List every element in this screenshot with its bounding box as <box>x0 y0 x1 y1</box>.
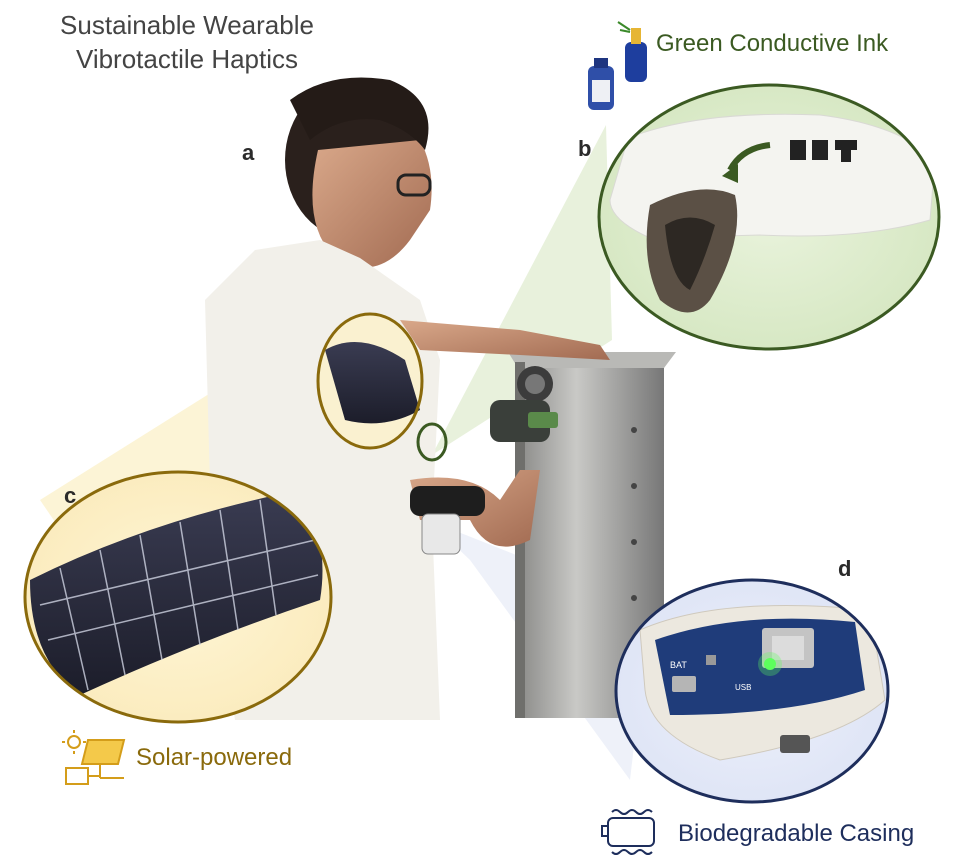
board-bat-mark: BAT <box>670 660 687 670</box>
panel-c-circle <box>23 470 333 724</box>
wedge-b <box>432 125 612 455</box>
ink-label: Green Conductive Ink <box>656 30 889 57</box>
solar-label: Solar-powered <box>136 744 293 771</box>
panel-letter-c: c <box>64 483 77 508</box>
ink-bottles-icon <box>588 21 647 110</box>
panel-letter-a: a <box>242 140 255 165</box>
panel-b-circle <box>597 83 941 351</box>
arm-solar-patch <box>316 312 448 462</box>
casing-icon <box>601 809 655 855</box>
panel-d-circle: BAT USB <box>614 578 890 804</box>
panel-letter-b: b <box>578 136 592 161</box>
casing-label: Biodegradable Casing <box>678 820 915 847</box>
figure-title: Sustainable Wearable Vibrotactile Haptic… <box>22 8 352 76</box>
title-line-1: Sustainable Wearable <box>60 10 314 40</box>
board-usb-mark: USB <box>735 683 751 692</box>
title-line-2: Vibrotactile Haptics <box>75 44 299 74</box>
panel-letter-d: d <box>838 556 852 581</box>
solar-icon <box>62 730 126 785</box>
